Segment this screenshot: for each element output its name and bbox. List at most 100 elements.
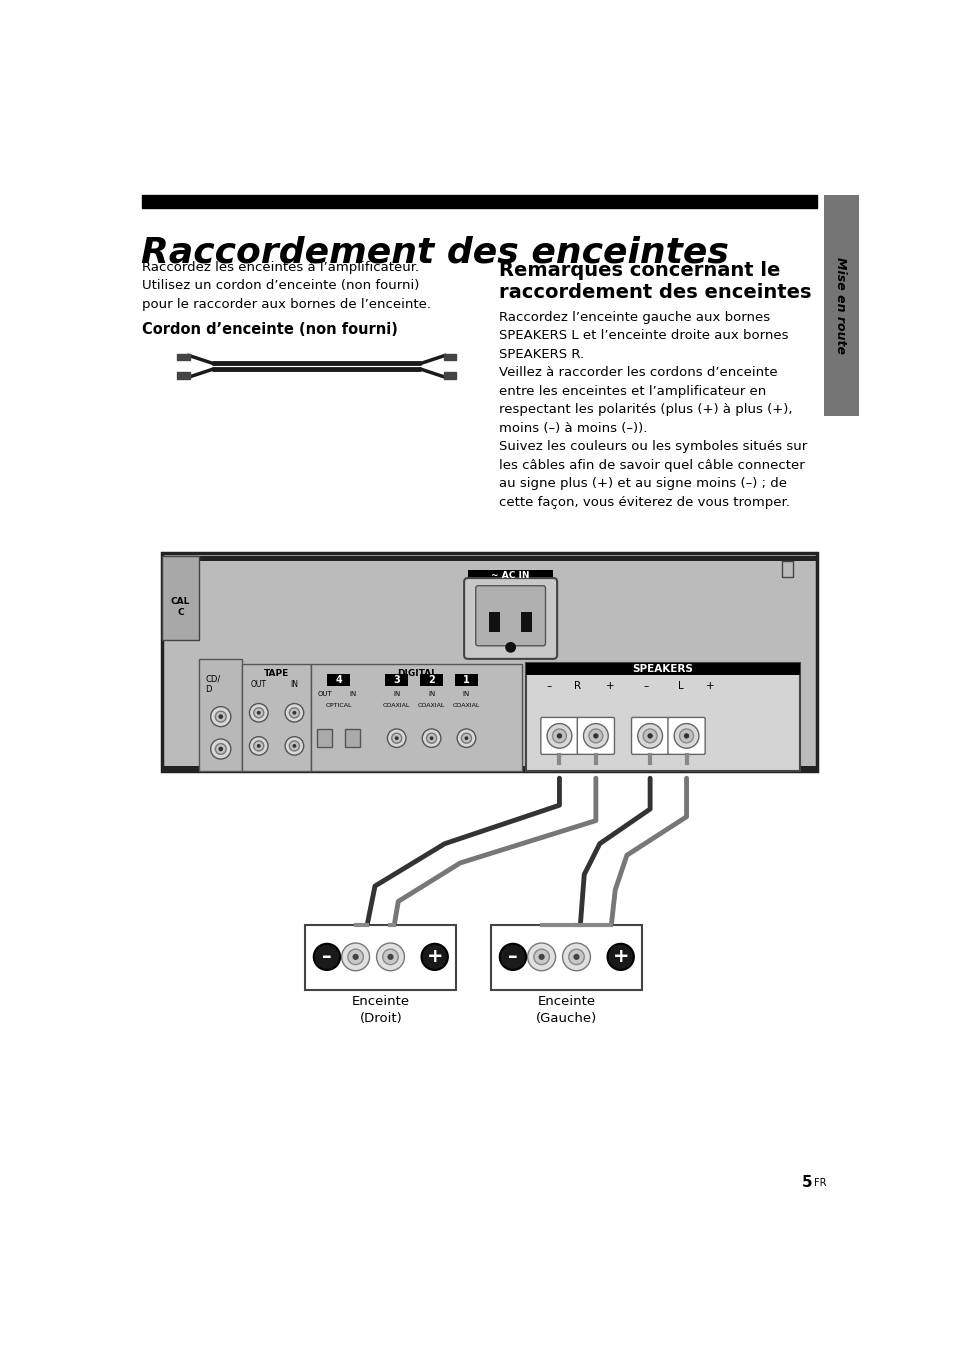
- Text: CD/
D: CD/ D: [205, 675, 220, 694]
- Text: COAXIAL: COAXIAL: [417, 703, 445, 707]
- Bar: [162, 557, 199, 639]
- Circle shape: [607, 944, 633, 969]
- Circle shape: [387, 729, 406, 748]
- Circle shape: [573, 953, 579, 960]
- Text: ~ AC IN: ~ AC IN: [491, 572, 529, 580]
- Circle shape: [289, 708, 299, 718]
- Circle shape: [642, 729, 657, 742]
- Bar: [162, 553, 816, 771]
- Circle shape: [348, 949, 363, 964]
- Text: SPEAKERS: SPEAKERS: [632, 664, 693, 673]
- Circle shape: [588, 729, 602, 742]
- Text: 1: 1: [462, 675, 469, 684]
- Text: +: +: [612, 948, 628, 967]
- Text: COAXIAL: COAXIAL: [382, 703, 410, 707]
- Circle shape: [253, 741, 264, 750]
- Text: IN: IN: [462, 691, 470, 696]
- Bar: [488, 612, 499, 631]
- Bar: [521, 612, 532, 631]
- Bar: [419, 673, 443, 685]
- Text: +: +: [606, 681, 615, 691]
- Bar: [177, 372, 190, 379]
- Bar: [781, 561, 793, 576]
- Text: L: L: [678, 681, 683, 691]
- Circle shape: [534, 949, 549, 964]
- Text: 4: 4: [335, 675, 341, 684]
- Circle shape: [376, 944, 404, 971]
- Circle shape: [429, 737, 433, 740]
- Circle shape: [392, 733, 401, 744]
- Text: 2: 2: [428, 675, 435, 684]
- Text: IN: IN: [349, 691, 355, 696]
- Circle shape: [647, 733, 652, 738]
- Circle shape: [285, 703, 303, 722]
- Text: Raccordez l’enceinte gauche aux bornes
SPEAKERS L et l’enceinte droite aux borne: Raccordez l’enceinte gauche aux bornes S…: [498, 311, 806, 508]
- Circle shape: [353, 953, 358, 960]
- Text: +: +: [426, 948, 442, 967]
- FancyBboxPatch shape: [667, 718, 704, 754]
- Text: 3: 3: [393, 675, 399, 684]
- Circle shape: [568, 949, 583, 964]
- Circle shape: [683, 733, 688, 738]
- Circle shape: [456, 729, 476, 748]
- Circle shape: [679, 729, 693, 742]
- Bar: [491, 925, 641, 990]
- Bar: [162, 767, 816, 771]
- Circle shape: [211, 740, 231, 758]
- Text: DIGITAL: DIGITAL: [396, 669, 436, 677]
- Text: FR: FR: [813, 1178, 825, 1188]
- Text: Raccordez les enceintes à l’amplificateur.
Utilisez un cordon d’enceinte (non fo: Raccordez les enceintes à l’amplificateu…: [142, 261, 431, 311]
- Text: Cordon d’enceinte (non fourni): Cordon d’enceinte (non fourni): [142, 322, 398, 337]
- Text: 5: 5: [801, 1175, 812, 1190]
- Bar: [468, 571, 553, 581]
- Circle shape: [426, 733, 436, 744]
- Circle shape: [256, 711, 260, 715]
- Text: –: –: [508, 948, 517, 967]
- Bar: [443, 354, 456, 360]
- Circle shape: [421, 944, 447, 969]
- Circle shape: [215, 744, 226, 754]
- Circle shape: [422, 729, 440, 748]
- Circle shape: [293, 711, 296, 715]
- Text: –: –: [643, 681, 648, 691]
- Circle shape: [637, 723, 661, 748]
- Text: OPTICAL: OPTICAL: [325, 703, 352, 707]
- Text: CAL
C: CAL C: [171, 598, 190, 617]
- Text: Remarques concernant le
raccordement des enceintes: Remarques concernant le raccordement des…: [498, 261, 811, 301]
- Bar: [199, 658, 241, 771]
- Text: OUT: OUT: [251, 680, 267, 690]
- Text: IN: IN: [428, 691, 435, 696]
- Bar: [385, 673, 408, 685]
- Text: –: –: [322, 948, 332, 967]
- Circle shape: [256, 744, 260, 748]
- Circle shape: [527, 944, 555, 971]
- Text: OUT: OUT: [317, 691, 332, 696]
- Circle shape: [583, 723, 608, 748]
- Circle shape: [218, 746, 223, 752]
- Circle shape: [249, 737, 268, 756]
- Circle shape: [505, 642, 516, 653]
- Bar: [162, 557, 816, 561]
- Bar: [344, 729, 360, 748]
- Bar: [177, 354, 190, 360]
- Circle shape: [249, 703, 268, 722]
- Bar: [455, 673, 477, 685]
- Circle shape: [211, 707, 231, 726]
- Text: Enceinte
(Gauche): Enceinte (Gauche): [536, 995, 597, 1025]
- Text: IN: IN: [290, 680, 298, 690]
- Bar: [822, 195, 858, 416]
- Circle shape: [285, 737, 303, 756]
- Circle shape: [461, 733, 471, 744]
- Text: COAXIAL: COAXIAL: [453, 703, 479, 707]
- Circle shape: [215, 711, 226, 722]
- Bar: [327, 673, 350, 685]
- FancyBboxPatch shape: [464, 579, 557, 658]
- Circle shape: [499, 944, 525, 969]
- Text: +: +: [705, 681, 714, 691]
- Circle shape: [546, 723, 571, 748]
- FancyBboxPatch shape: [540, 718, 578, 754]
- Circle shape: [341, 944, 369, 971]
- Bar: [443, 372, 456, 379]
- Circle shape: [674, 723, 699, 748]
- Bar: [525, 662, 799, 675]
